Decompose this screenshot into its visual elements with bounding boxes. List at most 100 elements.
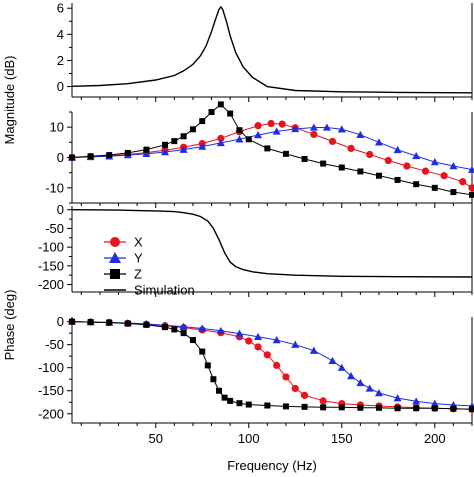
data-point-z — [469, 191, 474, 198]
data-point-x — [347, 144, 355, 152]
data-point-y — [412, 151, 421, 160]
y-tick-label: -150 — [38, 383, 64, 398]
y-tick-label: 0 — [57, 79, 64, 94]
data-point-x — [440, 172, 448, 180]
data-point-z — [394, 176, 401, 183]
data-point-z — [431, 184, 438, 191]
data-point-z — [357, 168, 364, 175]
data-point-z — [264, 402, 271, 409]
legend-label: Y — [134, 251, 143, 266]
data-point-z — [87, 153, 94, 160]
data-point-z — [106, 152, 113, 159]
y-tick-label: -100 — [38, 240, 64, 255]
data-point-y — [309, 346, 318, 354]
data-point-z — [282, 150, 289, 157]
data-point-x — [403, 162, 411, 170]
y-tick-label: -200 — [38, 406, 64, 421]
data-point-z — [413, 405, 420, 412]
data-point-z — [469, 406, 474, 413]
data-point-y — [412, 397, 421, 405]
data-point-z — [431, 405, 438, 412]
data-point-z — [189, 126, 196, 133]
data-point-x — [459, 178, 467, 186]
series-line-simulation — [71, 5, 473, 94]
data-point-y — [374, 389, 383, 397]
data-point-z — [413, 181, 420, 188]
data-point-z — [69, 154, 75, 161]
legend-item-z: Z — [104, 267, 142, 282]
legend-label: Z — [134, 267, 142, 282]
x-tick-label: 50 — [148, 431, 162, 446]
data-point-y — [254, 131, 263, 139]
data-point-z — [375, 172, 382, 179]
y-tick-label: -200 — [38, 277, 64, 292]
data-point-y — [291, 124, 300, 133]
legend-label: Simulation — [134, 283, 195, 298]
data-point-z — [210, 376, 217, 383]
data-point-z — [199, 118, 206, 125]
data-point-y — [161, 148, 170, 156]
x-tick-label: 100 — [238, 431, 260, 446]
y-tick-label: -10 — [45, 180, 64, 195]
data-point-z — [217, 101, 224, 108]
y-tick-label: 2 — [57, 53, 64, 68]
series-connector-x — [71, 321, 473, 410]
phase-axis-label: Phase (deg) — [2, 290, 17, 361]
data-point-z — [215, 387, 222, 394]
data-point-y — [374, 138, 383, 146]
data-point-y — [254, 332, 263, 341]
data-point-z — [245, 136, 252, 143]
data-point-x — [245, 337, 253, 345]
legend-marker-circle — [110, 237, 120, 247]
data-point-y — [216, 138, 225, 147]
plot-panels: 0246-10010-200-150-100-500-200-150-100-5… — [38, 1, 474, 446]
data-point-x — [300, 391, 309, 399]
data-point-z — [450, 405, 457, 412]
data-point-y — [235, 329, 244, 337]
data-point-z — [162, 324, 169, 331]
data-point-z — [227, 110, 234, 117]
legend-marker-triangle — [109, 252, 121, 263]
data-point-x — [328, 137, 337, 146]
legend-marker-square — [110, 269, 120, 279]
series-connector-x — [71, 122, 473, 189]
data-point-y — [322, 123, 331, 131]
frequency-axis-label: Frequency (Hz) — [227, 458, 317, 473]
data-point-z — [338, 404, 345, 411]
data-point-z — [208, 109, 215, 115]
data-point-y — [142, 149, 151, 158]
data-point-z — [301, 403, 308, 410]
data-point-z — [171, 326, 178, 333]
x-tick-label: 200 — [424, 431, 446, 446]
data-point-z — [69, 318, 75, 325]
data-point-z — [171, 138, 178, 145]
y-tick-label: 0 — [57, 314, 64, 329]
data-point-y — [356, 378, 365, 387]
data-point-x — [217, 134, 225, 142]
data-point-z — [124, 320, 131, 327]
data-point-z — [245, 401, 252, 408]
y-tick-label: -50 — [45, 221, 64, 236]
data-point-z — [236, 400, 243, 407]
panel-measured-phase: -200 -150 -100 -50 0 50 100 150 200 — [38, 314, 474, 446]
data-point-x — [263, 351, 271, 359]
data-point-z — [282, 403, 289, 410]
data-point-z — [124, 149, 131, 156]
x-tick-label: 150 — [331, 431, 353, 446]
data-point-x — [267, 119, 275, 128]
data-point-z — [338, 164, 345, 171]
data-point-x — [282, 373, 290, 381]
data-point-x — [254, 343, 262, 351]
data-point-y — [198, 324, 207, 332]
y-tick-label: 6 — [57, 1, 64, 16]
data-point-x — [421, 167, 430, 175]
data-point-z — [189, 337, 196, 344]
data-point-z — [450, 189, 457, 196]
legend-item-y: Y — [104, 251, 143, 266]
data-point-z — [320, 160, 327, 167]
y-tick-label: 0 — [57, 150, 64, 165]
data-point-x — [310, 130, 318, 139]
data-point-x — [291, 384, 299, 393]
data-point-y — [291, 340, 300, 348]
data-point-y — [430, 158, 439, 166]
